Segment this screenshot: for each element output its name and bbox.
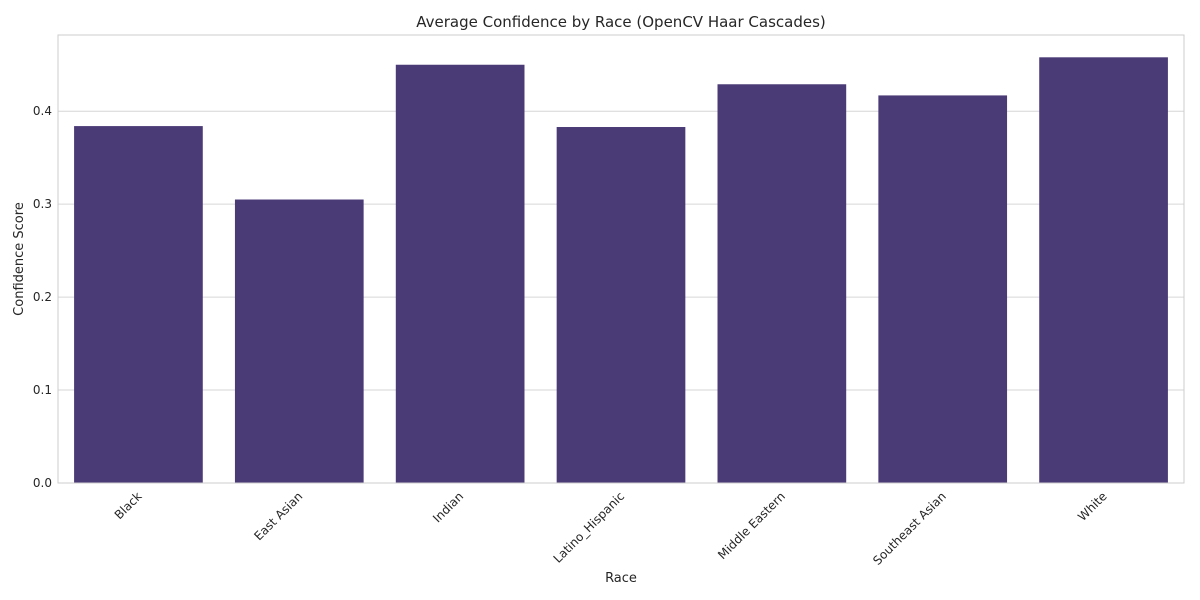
bar: [1039, 57, 1168, 483]
y-tick-labels: 0.0 0.1 0.2 0.3 0.4: [33, 104, 52, 490]
x-tick-label: White: [1075, 489, 1110, 524]
chart-title: Average Confidence by Race (OpenCV Haar …: [416, 13, 826, 31]
x-tick-label: Southeast Asian: [870, 489, 949, 568]
x-tick-label: Middle Eastern: [715, 489, 788, 562]
x-tick-label: Black: [112, 489, 145, 522]
bar: [395, 64, 525, 483]
bar: [878, 95, 1008, 483]
bar: [556, 127, 686, 483]
bars: [74, 57, 1168, 484]
x-tick-label: Latino_Hispanic: [551, 489, 627, 565]
y-tick-label: 0.3: [33, 197, 52, 211]
x-axis-label: Race: [605, 571, 637, 586]
bar: [234, 199, 364, 483]
bar: [717, 84, 847, 483]
bar: [74, 126, 203, 484]
x-tick-label: Indian: [430, 489, 466, 525]
y-tick-label: 0.2: [33, 290, 52, 304]
x-tick-labels: Black East Asian Indian Latino_Hispanic Midd…: [112, 489, 1110, 568]
y-tick-label: 0.4: [33, 104, 52, 118]
x-tick-label: East Asian: [251, 489, 305, 543]
y-axis-label: Confidence Score: [12, 202, 27, 316]
y-tick-label: 0.1: [33, 383, 52, 397]
y-tick-label: 0.0: [33, 476, 52, 490]
plot-frame: [57, 34, 1185, 484]
